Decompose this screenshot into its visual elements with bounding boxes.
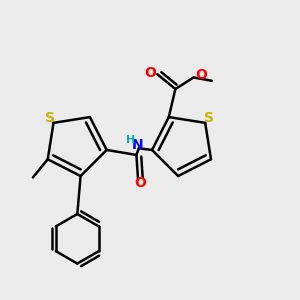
Text: H: H — [126, 135, 135, 145]
Text: S: S — [203, 111, 214, 125]
Text: N: N — [131, 138, 143, 152]
Text: O: O — [195, 68, 207, 82]
Text: S: S — [45, 111, 55, 125]
Text: O: O — [144, 65, 156, 80]
Text: O: O — [134, 176, 146, 190]
